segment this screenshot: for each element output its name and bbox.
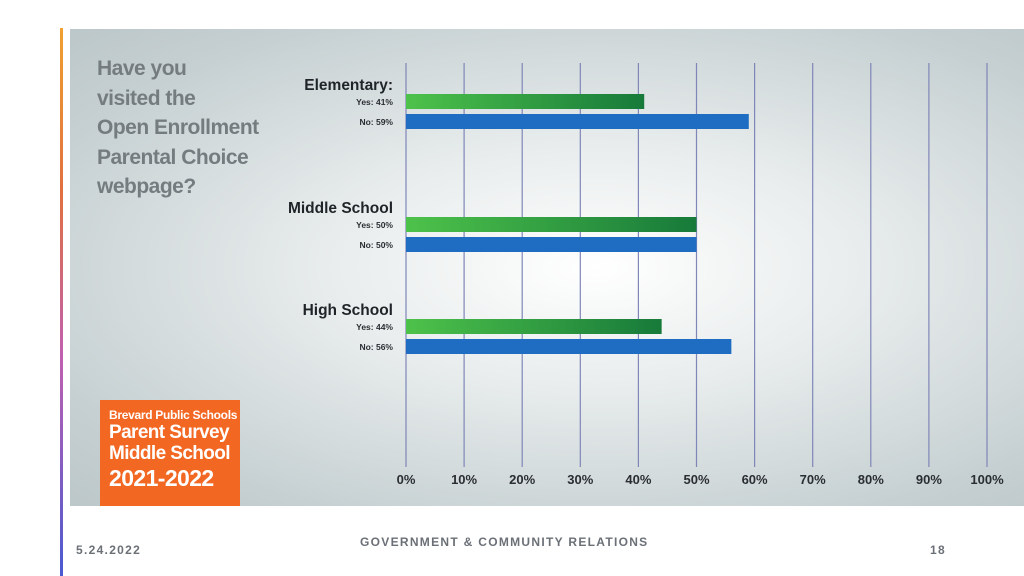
x-tick-label: 0% [397,472,416,487]
slide-panel: Have you visited the Open Enrollment Par… [70,29,1024,506]
x-tick-label: 100% [970,472,1004,487]
question-line: webpage? [97,175,196,198]
bar-label: No: 50% [359,240,393,250]
x-tick-label: 50% [683,472,709,487]
x-tick-label: 20% [509,472,535,487]
survey-badge: Brevard Public Schools Parent Survey Mid… [100,400,240,506]
footer-department: GOVERNMENT & COMMUNITY RELATIONS [360,535,649,549]
x-tick-label: 90% [916,472,942,487]
group-label: High School [303,302,393,319]
bar [406,217,697,232]
badge-subtitle: Middle School [109,443,231,464]
badge-year: 2021-2022 [109,465,214,491]
question-heading: Have you visited the Open Enrollment Par… [97,54,297,202]
bar-label: Yes: 41% [356,97,393,107]
question-line: Parental Choice [97,145,249,169]
bar [406,339,732,354]
bar-label: No: 56% [359,342,393,352]
badge-title: Parent Survey [109,422,230,443]
question-line: Have you [97,57,187,80]
footer-date: 5.24.2022 [76,543,142,557]
bar-chart: 0% 10% 20% 30% 40% 50% 60% 70% 80% 90% 100% Element… [288,63,1004,487]
group-label: Elementary: [304,77,393,94]
bar [406,319,662,334]
group-label: Middle School [288,200,393,217]
badge-org: Brevard Public Schools [109,408,238,422]
x-tick-label: 70% [800,472,826,487]
x-tick-label: 60% [742,472,768,487]
x-tick-label: 10% [451,472,477,487]
x-tick-label: 80% [858,472,884,487]
x-tick-label: 30% [567,472,593,487]
question-line: visited the [97,86,196,110]
bar-label: No: 59% [359,117,393,127]
bar-label: Yes: 50% [356,220,393,230]
bar [406,114,749,129]
bar [406,237,697,252]
x-tick-label: 40% [625,472,651,487]
bar-label: Yes: 44% [356,322,393,332]
side-accent-line [60,28,63,576]
page-number: 18 [930,543,946,557]
question-line: Open Enrollment [97,116,259,139]
bar [406,94,645,109]
